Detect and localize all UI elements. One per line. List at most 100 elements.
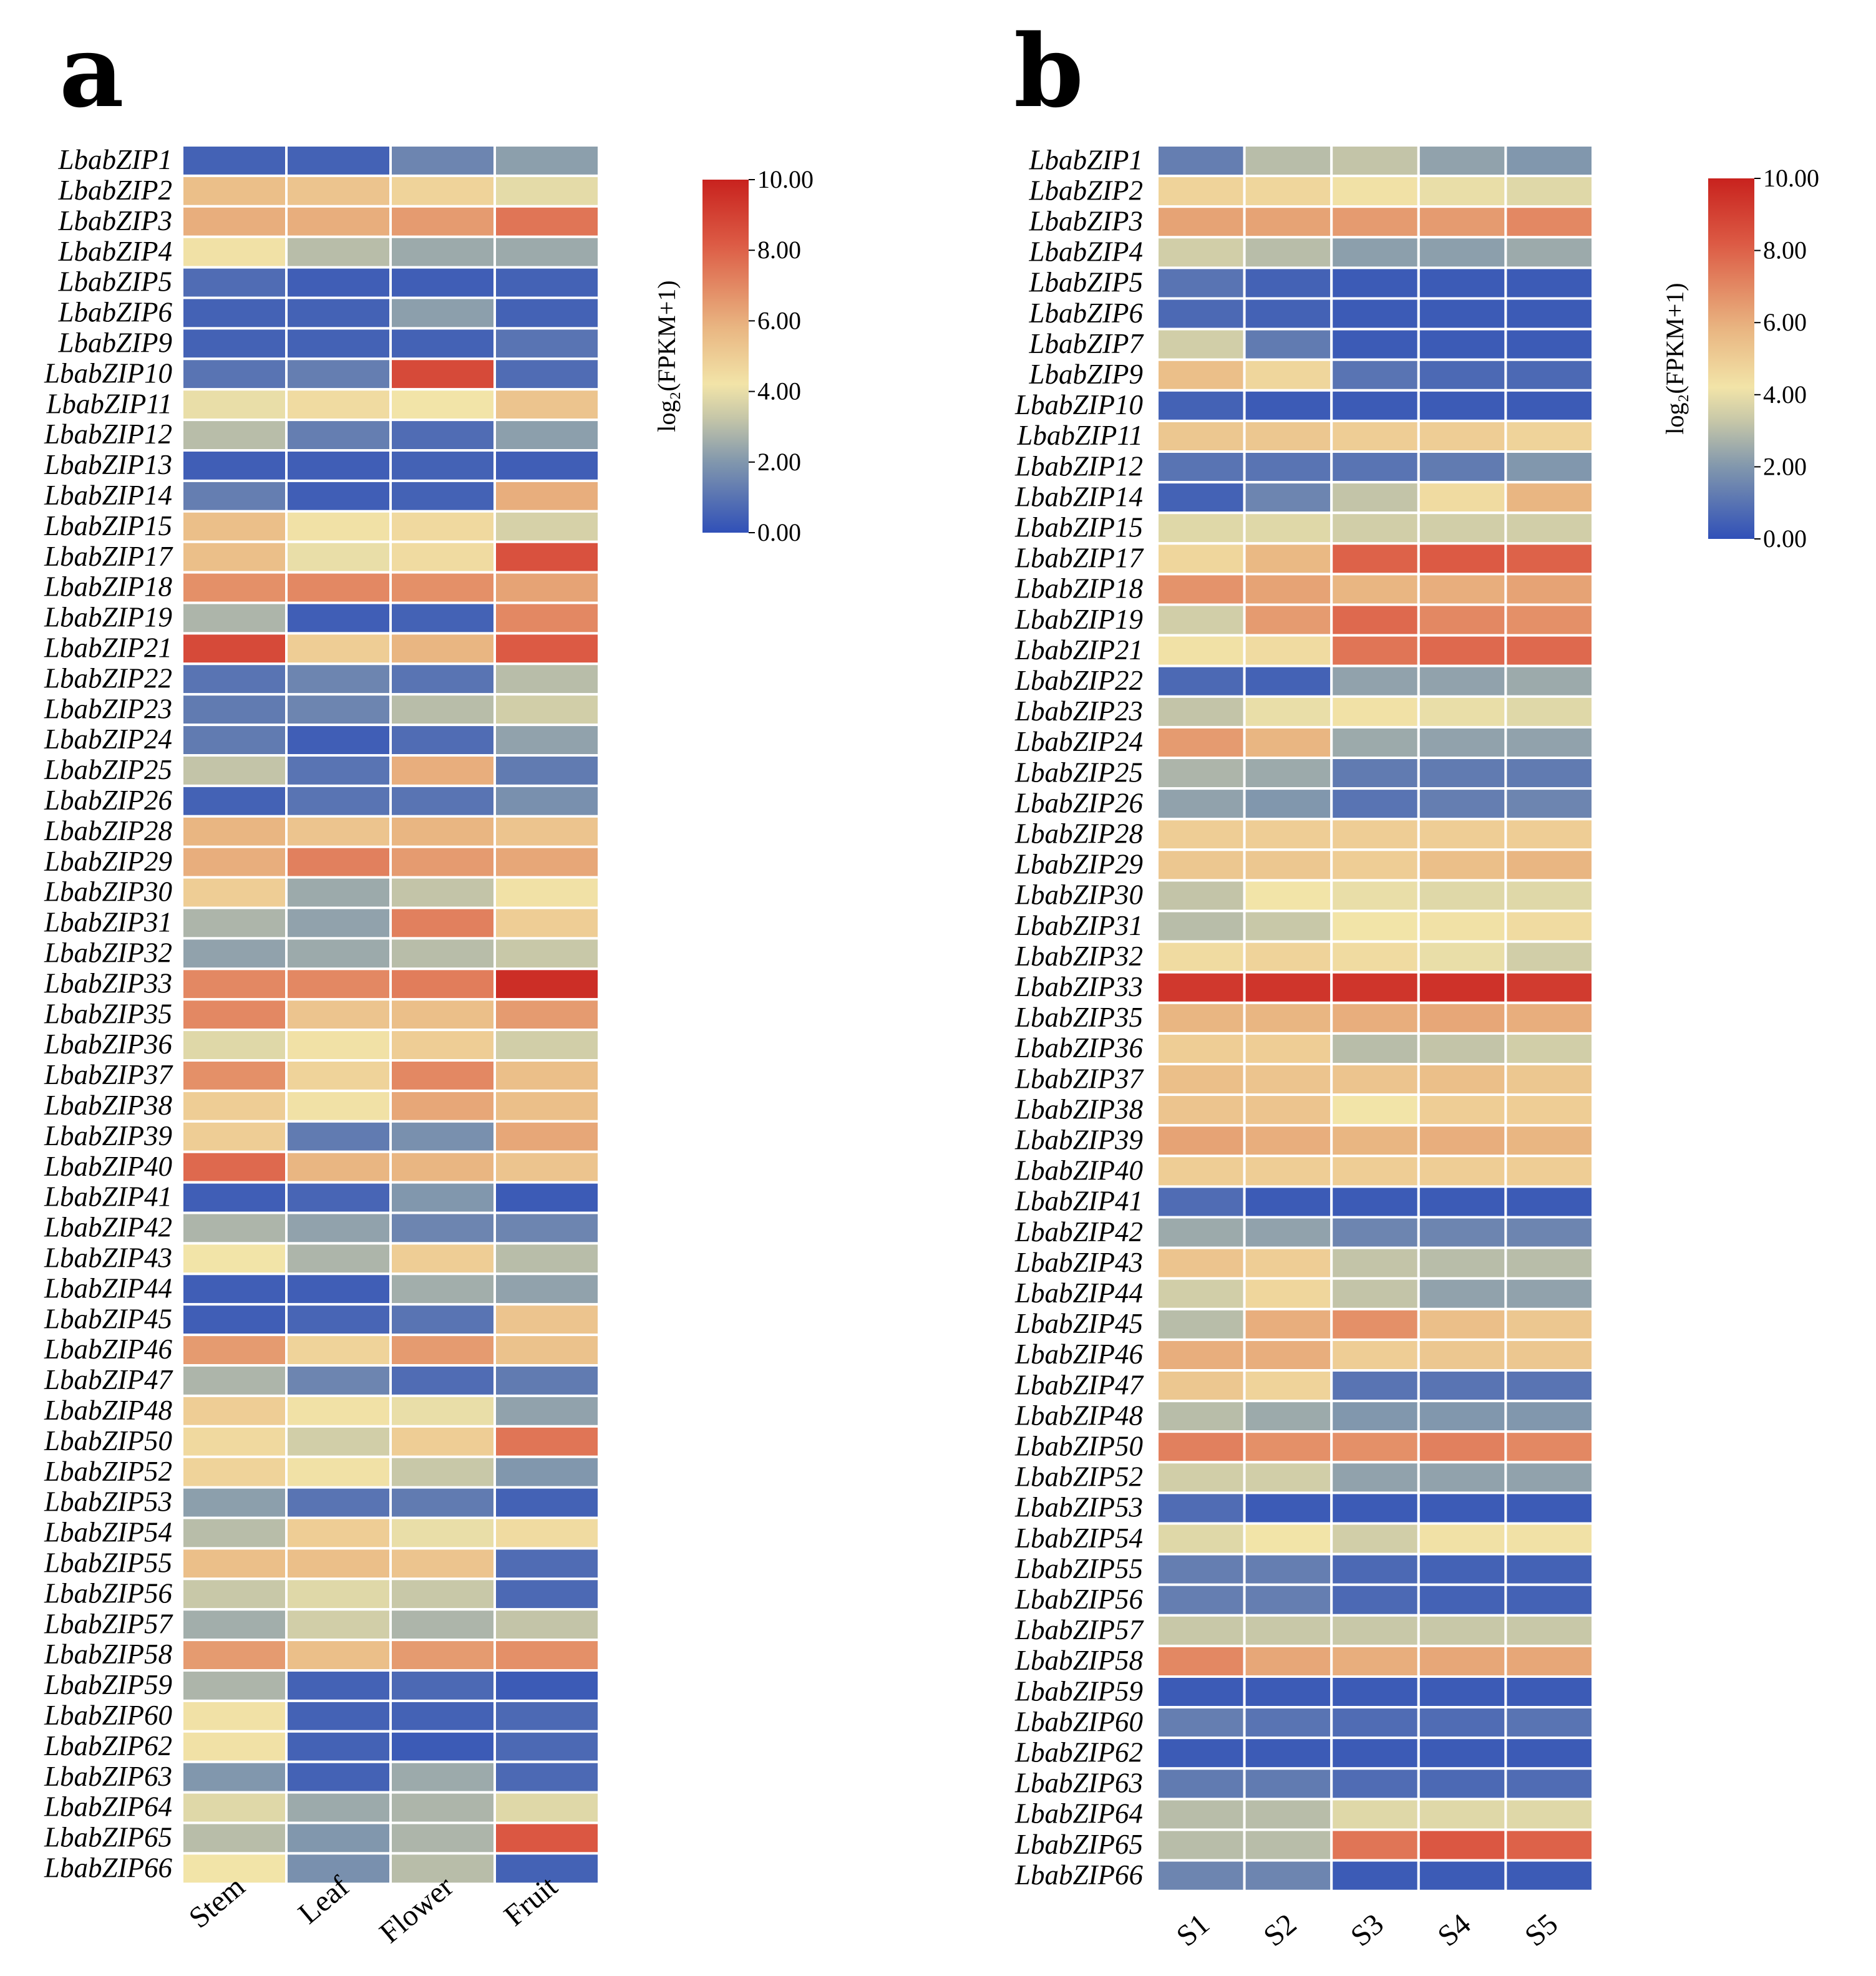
heatmap-cell — [181, 1303, 288, 1337]
heatmap-cell — [1243, 450, 1333, 484]
heatmap-cell — [181, 724, 288, 757]
heatmap-cell — [493, 754, 600, 787]
row-label: LbabZIP6 — [1028, 298, 1143, 329]
heatmap-cell — [1330, 175, 1420, 208]
heatmap-cell — [181, 266, 288, 299]
row-label: LbabZIP9 — [57, 327, 172, 359]
heatmap-cell — [181, 1120, 288, 1153]
heatmap-cell — [181, 632, 288, 666]
heatmap-cell — [1417, 1277, 1507, 1310]
row-label: LbabZIP42 — [1014, 1216, 1143, 1247]
heatmap-cell — [1417, 144, 1507, 178]
heatmap-cell — [1156, 542, 1246, 576]
heatmap-cell — [1243, 725, 1333, 760]
heatmap-cell — [1156, 1430, 1246, 1464]
row-label: LbabZIP15 — [44, 510, 172, 541]
row-label: LbabZIP15 — [1014, 512, 1143, 543]
row-label: LbabZIP36 — [1014, 1032, 1144, 1063]
heatmap-cell — [181, 754, 288, 787]
heatmap-cell — [1330, 1798, 1420, 1831]
heatmap-cell — [1243, 1246, 1333, 1280]
heatmap-cell — [181, 937, 288, 971]
heatmap-cell — [285, 784, 392, 818]
heatmap-cell — [1330, 144, 1420, 178]
heatmap-panel-b: LbabZIP1LbabZIP2LbabZIP3LbabZIP4LbabZIP5… — [1014, 144, 1594, 1953]
colorbar-tick-label: 10.00 — [757, 165, 814, 193]
heatmap-cell — [181, 1669, 288, 1702]
heatmap-cell — [493, 1791, 600, 1824]
heatmap-cell — [285, 937, 392, 971]
row-label: LbabZIP28 — [44, 815, 172, 846]
column-label: S4 — [1432, 1907, 1477, 1953]
heatmap-cell — [1417, 1583, 1507, 1617]
heatmap-cell — [1417, 1124, 1507, 1158]
heatmap-cell — [1504, 1001, 1594, 1035]
heatmap-cell — [1330, 1001, 1420, 1035]
heatmap-cell — [1504, 236, 1594, 269]
heatmap-cell — [1156, 266, 1246, 300]
heatmap-cell — [1156, 1859, 1246, 1892]
heatmap-cell — [1504, 757, 1594, 790]
heatmap-cell — [285, 174, 392, 208]
heatmap-cell — [1417, 1706, 1507, 1740]
row-label: LbabZIP52 — [1014, 1461, 1143, 1493]
heatmap-cell — [1330, 236, 1420, 269]
heatmap-cell — [1504, 1491, 1594, 1525]
heatmap-cell — [1330, 634, 1420, 667]
heatmap-cell — [1330, 1736, 1420, 1770]
heatmap-cell — [181, 1150, 288, 1184]
heatmap-cell — [1156, 1522, 1246, 1556]
heatmap-cell — [181, 1059, 288, 1092]
row-label: LbabZIP46 — [44, 1334, 173, 1365]
heatmap-cell — [1504, 1552, 1594, 1586]
heatmap-cell — [1417, 1032, 1507, 1066]
row-label: LbabZIP46 — [1014, 1339, 1144, 1370]
row-label: LbabZIP55 — [1014, 1553, 1143, 1584]
heatmap-cell — [181, 205, 288, 238]
row-label: LbabZIP59 — [1014, 1675, 1143, 1707]
heatmap-cell — [389, 1547, 496, 1581]
heatmap-cell — [1504, 297, 1594, 331]
heatmap-cell — [1243, 266, 1333, 300]
row-label: LbabZIP5 — [1028, 267, 1143, 298]
heatmap-cell — [1504, 542, 1594, 576]
heatmap-cell — [1330, 1828, 1420, 1862]
heatmap-cell — [1330, 1430, 1420, 1464]
row-label: LbabZIP45 — [1014, 1308, 1143, 1339]
heatmap-cell — [1330, 1277, 1420, 1310]
heatmap-cell — [1330, 1859, 1420, 1892]
row-label: LbabZIP3 — [1028, 206, 1143, 237]
heatmap-cell — [285, 1577, 392, 1611]
heatmap-cell — [1417, 1185, 1507, 1219]
heatmap-cell — [493, 906, 600, 940]
heatmap-cell — [1417, 1522, 1507, 1556]
heatmap-cell — [1504, 389, 1594, 422]
row-label: LbabZIP55 — [44, 1547, 172, 1579]
heatmap-cell — [1156, 236, 1246, 269]
heatmap-cell — [389, 632, 496, 666]
heatmap-cell — [1243, 358, 1333, 392]
heatmap-cell — [181, 998, 288, 1032]
row-label: LbabZIP59 — [44, 1669, 172, 1700]
heatmap-cell — [389, 357, 496, 391]
heatmap-cell — [493, 632, 600, 666]
heatmap-cell — [285, 388, 392, 422]
heatmap-cell — [1156, 603, 1246, 637]
heatmap-cell — [389, 1059, 496, 1092]
heatmap-cell — [1330, 419, 1420, 453]
heatmap-cell — [389, 601, 496, 635]
heatmap-cell — [493, 998, 600, 1032]
heatmap-cell — [493, 235, 600, 269]
colorbar-gradient — [1708, 178, 1754, 539]
row-label: LbabZIP62 — [1014, 1737, 1143, 1768]
heatmap-cell — [1417, 664, 1507, 698]
heatmap-cell — [1156, 1767, 1246, 1801]
row-label: LbabZIP52 — [44, 1456, 172, 1487]
heatmap-cell — [285, 1272, 392, 1306]
heatmap-cell — [1156, 1400, 1246, 1433]
heatmap-cell — [1156, 725, 1246, 760]
heatmap-cell — [493, 845, 600, 879]
heatmap-cell — [493, 449, 600, 482]
row-label: LbabZIP38 — [44, 1090, 172, 1121]
row-label: LbabZIP11 — [1016, 420, 1143, 451]
